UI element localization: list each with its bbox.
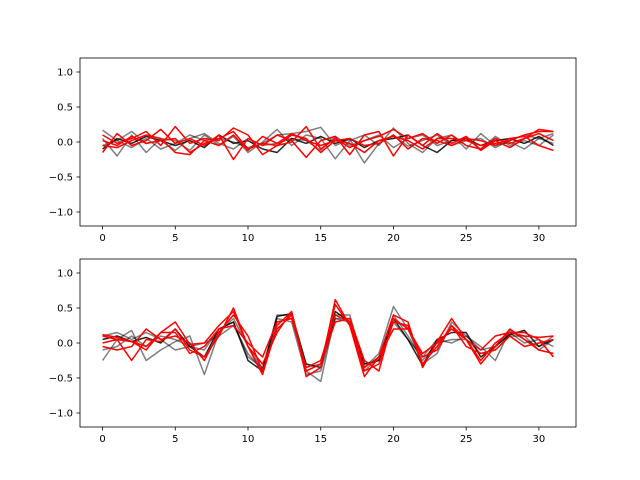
series-line-5 <box>101 128 554 161</box>
y-tick-label: 0.5 <box>57 103 73 114</box>
y-tick-label: −1.0 <box>49 409 73 420</box>
y-tick-label: 1.0 <box>57 68 73 79</box>
x-tick-label: 0 <box>99 233 105 244</box>
x-tick-label: 5 <box>172 233 178 244</box>
series-line-7 <box>102 130 554 156</box>
series-line-5 <box>102 310 554 372</box>
x-tick-label: 20 <box>387 434 400 445</box>
y-tick-label: 0.5 <box>57 304 73 315</box>
y-tick-label: −1.0 <box>49 208 73 219</box>
y-tick-label: −0.5 <box>49 374 73 385</box>
x-tick-label: 15 <box>314 434 327 445</box>
y-tick-label: −0.5 <box>49 173 73 184</box>
series-line-7 <box>102 314 554 369</box>
series-line-6 <box>102 130 554 154</box>
top-subplot: 0 5 10 15 20 25 30 −1.0 −0.5 0.0 0.5 1.0 <box>49 57 577 244</box>
x-tick-label: 15 <box>314 233 327 244</box>
x-tick-label: 0 <box>99 434 105 445</box>
x-tick-label: 20 <box>387 233 400 244</box>
y-tick-label: 1.0 <box>57 269 73 280</box>
x-tick-label: 25 <box>460 434 473 445</box>
x-tick-label: 30 <box>533 233 546 244</box>
y-tick-label: 0.0 <box>57 339 73 350</box>
x-tick-label: 25 <box>460 233 473 244</box>
x-tick-label: 30 <box>533 434 546 445</box>
x-tick-label: 10 <box>242 233 255 244</box>
x-tick-label: 10 <box>242 434 255 445</box>
bottom-subplot: 0 5 10 15 20 25 30 −1.0 −0.5 0.0 0.5 1.0 <box>49 258 577 445</box>
x-tick-label: 5 <box>172 434 178 445</box>
y-tick-label: 0.0 <box>57 138 73 149</box>
